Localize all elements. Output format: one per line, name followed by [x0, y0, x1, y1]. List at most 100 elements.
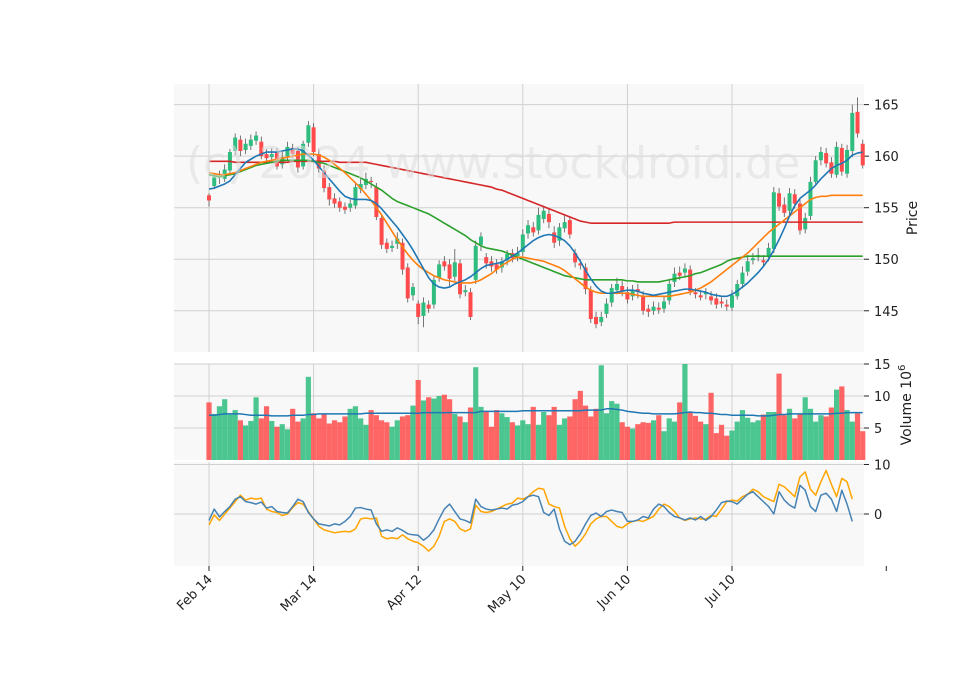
volume-bar — [263, 406, 270, 460]
volume-bar — [698, 421, 704, 460]
candle-body — [494, 264, 499, 270]
y-tick-label: 165 — [874, 99, 899, 114]
candle-body — [322, 170, 327, 189]
volume-bar — [331, 420, 338, 460]
candle-body — [327, 187, 332, 200]
candle-body — [259, 141, 264, 157]
y-tick-label: 10 — [874, 390, 891, 405]
volume-bar — [562, 418, 568, 460]
volume-bar — [274, 426, 280, 460]
candle-body — [390, 245, 395, 248]
candle-body — [609, 288, 614, 303]
volume-bar — [786, 408, 793, 460]
candle-body — [311, 127, 316, 153]
volume-bar — [269, 420, 275, 460]
volume-bar — [656, 415, 662, 460]
candle-body — [834, 146, 839, 175]
candle-body — [405, 267, 410, 299]
candle-body — [813, 160, 818, 182]
x-tick-label: May 10 — [485, 572, 529, 616]
volume-bar — [373, 415, 379, 460]
candle-body — [243, 143, 248, 150]
candle-body — [777, 193, 782, 207]
volume-bar — [582, 405, 589, 460]
candle-body — [458, 263, 463, 295]
candle-body — [526, 225, 531, 234]
candle-body — [363, 178, 368, 186]
candle-body — [421, 302, 426, 316]
volume-bar — [567, 416, 573, 460]
candle-body — [740, 272, 745, 284]
candle-body — [342, 206, 347, 210]
volume-bar — [603, 413, 610, 460]
candle-body — [860, 143, 865, 166]
candle-body — [505, 254, 510, 261]
candle-body — [745, 261, 750, 272]
candle-body — [724, 304, 729, 307]
volume-bar — [844, 410, 850, 460]
moving-average-short-line — [208, 148, 863, 298]
candle-body — [646, 308, 651, 312]
candle-body — [468, 292, 473, 317]
volume-bar — [368, 410, 374, 460]
volume-bar — [729, 430, 735, 460]
candle-body — [818, 152, 823, 161]
candle-body — [238, 139, 243, 151]
candle-body — [484, 257, 489, 264]
candle-body — [583, 267, 588, 290]
volume-bar — [807, 408, 814, 460]
candle-body — [426, 304, 431, 309]
candle-body — [698, 295, 703, 298]
volume-bar — [813, 421, 819, 460]
volume-bar — [520, 420, 526, 460]
volume-bar — [724, 435, 730, 460]
volume-bar — [755, 420, 761, 460]
volume-bar — [703, 424, 709, 460]
x-tick-label: Jun 10 — [594, 572, 634, 612]
candle-body — [452, 262, 457, 277]
volume-bar — [609, 401, 615, 460]
candle-body — [332, 198, 337, 204]
candle-body — [750, 258, 755, 261]
candle-body — [269, 154, 274, 158]
volume-bar — [316, 418, 322, 460]
candle-body — [688, 269, 693, 292]
volume-bar — [640, 422, 646, 460]
candle-body — [735, 283, 740, 297]
candle-body — [792, 194, 797, 204]
candle-body — [839, 147, 844, 172]
volume-bar — [431, 398, 437, 460]
volume-bar — [708, 392, 714, 460]
volume-bar — [745, 417, 751, 460]
candle-body — [207, 195, 211, 201]
volume-bar — [593, 408, 599, 460]
volume-bar — [535, 424, 542, 460]
candle-body — [295, 151, 300, 168]
candle-body — [264, 154, 269, 159]
candle-body — [358, 183, 363, 190]
candle-body — [845, 149, 850, 174]
candle-body — [604, 303, 609, 314]
volume-bar — [473, 367, 479, 460]
price-axis-title: Price — [905, 201, 921, 235]
candle-body — [306, 125, 311, 143]
candle-body — [599, 316, 604, 323]
candle-body — [520, 234, 525, 253]
volume-bar — [860, 431, 866, 460]
volume-bar — [854, 413, 861, 460]
volume-bar — [483, 411, 489, 460]
volume-bar — [232, 410, 238, 460]
volume-bar — [457, 416, 463, 460]
candle-body — [656, 307, 661, 310]
volume-bar — [734, 421, 740, 460]
x-tick-label: Feb 14 — [174, 572, 216, 614]
volume-bar — [588, 416, 594, 460]
volume-bar — [598, 365, 604, 460]
volume-bar — [619, 422, 625, 460]
volume-bar — [227, 414, 233, 460]
candle-body — [437, 264, 442, 278]
watermark: (c) 2024 www.stockdroid.de — [186, 138, 800, 189]
volume-axis-title: Volume 106 — [897, 365, 915, 446]
volume-bar — [839, 386, 845, 460]
candle-body — [766, 247, 771, 258]
